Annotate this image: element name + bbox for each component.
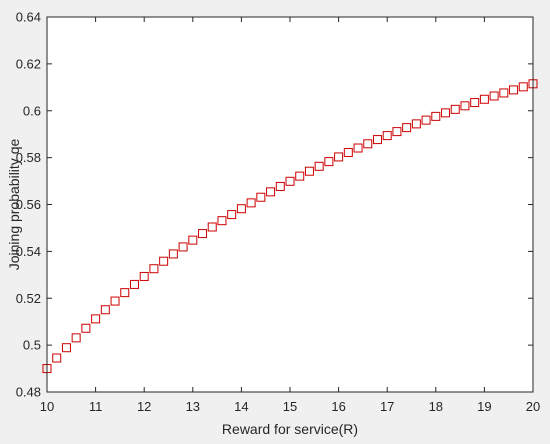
data-point-marker bbox=[285, 176, 295, 186]
y-tick-label: 0.48 bbox=[16, 385, 41, 400]
y-tick-label: 0.52 bbox=[16, 291, 41, 306]
y-tick-label: 0.62 bbox=[16, 56, 41, 71]
y-tick-label: 0.56 bbox=[16, 197, 41, 212]
data-point-marker bbox=[489, 91, 499, 101]
data-point-marker bbox=[441, 108, 451, 118]
data-point-marker bbox=[168, 249, 178, 259]
data-point-marker bbox=[91, 314, 101, 324]
data-point-marker bbox=[227, 210, 237, 220]
data-point-marker bbox=[450, 104, 460, 114]
data-point-marker bbox=[246, 198, 256, 208]
x-tick-label: 14 bbox=[234, 399, 248, 414]
data-point-marker bbox=[139, 271, 149, 281]
data-point-marker bbox=[304, 166, 314, 176]
data-point-marker bbox=[178, 242, 188, 252]
data-point-marker bbox=[198, 229, 208, 239]
data-point-marker bbox=[470, 98, 480, 108]
x-tick-label: 11 bbox=[89, 399, 103, 414]
data-point-marker bbox=[217, 216, 227, 226]
x-tick-label: 20 bbox=[526, 399, 540, 414]
x-tick-label: 19 bbox=[477, 399, 491, 414]
data-point-marker bbox=[421, 115, 431, 125]
y-axis-ticks: 0.48 0.5 0.52 0.54 0.56 0.58 0.6 0.62 0.64 bbox=[16, 10, 533, 400]
data-point-marker bbox=[159, 256, 169, 266]
data-point-marker bbox=[324, 157, 334, 167]
data-point-marker bbox=[81, 323, 91, 333]
data-point-marker bbox=[110, 296, 120, 306]
x-tick-label: 16 bbox=[331, 399, 345, 414]
data-point-marker bbox=[100, 305, 110, 315]
data-point-marker bbox=[499, 88, 509, 98]
data-point-marker bbox=[256, 192, 266, 202]
data-point-marker bbox=[120, 288, 130, 298]
data-point-marker bbox=[382, 131, 392, 141]
data-point-marker bbox=[431, 111, 441, 121]
data-point-marker bbox=[392, 127, 402, 137]
y-tick-label: 0.64 bbox=[16, 10, 41, 25]
y-axis-title: Joining probability qe bbox=[6, 139, 22, 271]
x-tick-label: 15 bbox=[283, 399, 297, 414]
data-point-marker bbox=[207, 222, 217, 232]
data-point-marker bbox=[266, 187, 276, 197]
data-point-marker bbox=[518, 82, 528, 92]
y-tick-label: 0.58 bbox=[16, 150, 41, 165]
data-point-marker bbox=[509, 85, 519, 95]
y-tick-label: 0.6 bbox=[23, 103, 41, 118]
data-point-marker bbox=[129, 279, 139, 289]
data-point-marker bbox=[61, 343, 71, 353]
data-point-marker bbox=[71, 333, 81, 343]
x-tick-label: 10 bbox=[40, 399, 54, 414]
data-point-marker bbox=[343, 147, 353, 157]
data-markers bbox=[42, 79, 538, 374]
data-point-marker bbox=[295, 171, 305, 181]
y-tick-label: 0.5 bbox=[23, 338, 41, 353]
data-point-marker bbox=[52, 353, 62, 363]
data-point-marker bbox=[149, 264, 159, 274]
data-point-marker bbox=[411, 119, 421, 129]
data-point-marker bbox=[353, 143, 363, 153]
data-point-marker bbox=[402, 123, 412, 133]
x-axis-title: Reward for service(R) bbox=[222, 421, 358, 437]
data-point-marker bbox=[314, 161, 324, 171]
x-tick-label: 13 bbox=[186, 399, 200, 414]
data-point-marker bbox=[334, 152, 344, 162]
x-axis-ticks: 10 11 12 13 14 15 16 17 18 19 20 bbox=[40, 17, 540, 414]
data-point-marker bbox=[460, 101, 470, 111]
x-tick-label: 17 bbox=[380, 399, 394, 414]
y-tick-label: 0.54 bbox=[16, 244, 41, 259]
data-point-marker bbox=[479, 94, 489, 104]
plot-area bbox=[47, 17, 533, 392]
data-point-marker bbox=[188, 235, 198, 245]
data-point-marker bbox=[372, 135, 382, 145]
x-tick-label: 18 bbox=[429, 399, 443, 414]
data-point-marker bbox=[363, 139, 373, 149]
data-point-marker bbox=[275, 181, 285, 191]
x-tick-label: 12 bbox=[137, 399, 151, 414]
data-point-marker bbox=[236, 204, 246, 214]
